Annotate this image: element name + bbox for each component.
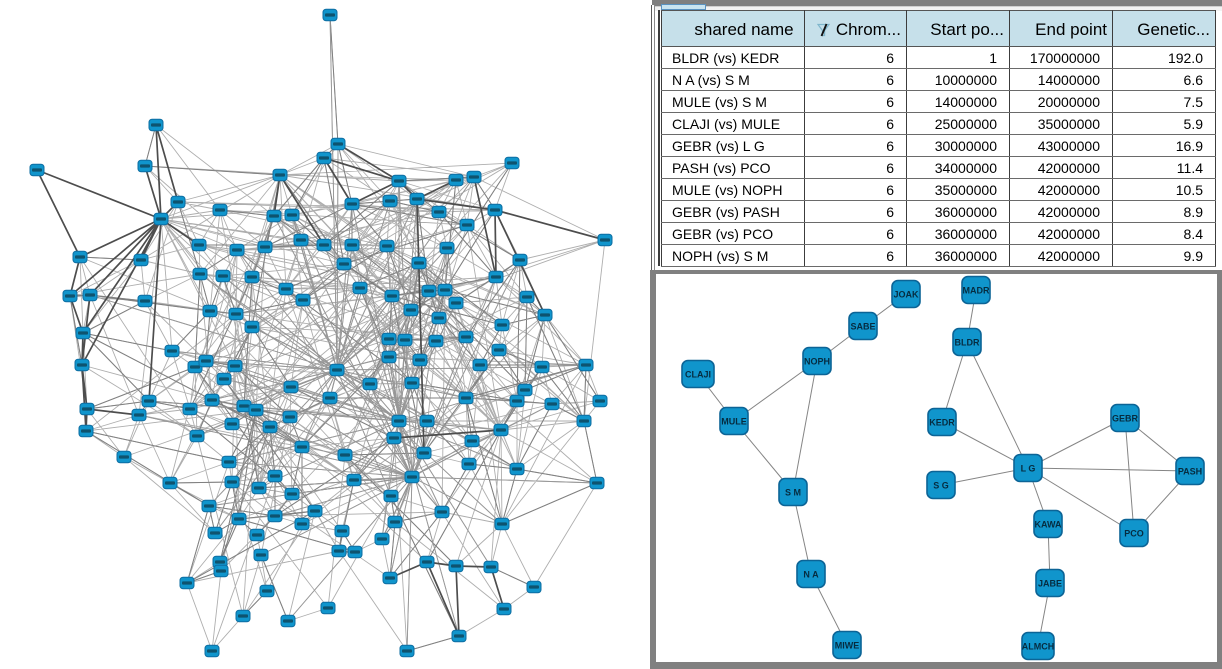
svg-text:CLAJI: CLAJI: [685, 370, 711, 380]
svg-text:MIWE: MIWE: [835, 641, 860, 651]
svg-text:S G: S G: [933, 481, 949, 491]
svg-text:PCO: PCO: [1124, 529, 1144, 539]
svg-text:KEDR: KEDR: [929, 418, 955, 428]
svg-text:L G: L G: [1021, 464, 1036, 474]
svg-text:N A: N A: [803, 570, 819, 580]
svg-text:NOPH: NOPH: [804, 357, 830, 367]
svg-text:KAWA: KAWA: [1035, 520, 1063, 530]
svg-text:PASH: PASH: [1178, 467, 1202, 477]
svg-text:ALMCH: ALMCH: [1022, 642, 1055, 652]
svg-text:JABE: JABE: [1038, 579, 1062, 589]
svg-text:BLDR: BLDR: [955, 338, 980, 348]
svg-text:S M: S M: [785, 488, 801, 498]
svg-text:GEBR: GEBR: [1112, 414, 1139, 424]
svg-text:SABE: SABE: [850, 322, 875, 332]
svg-text:MULE: MULE: [721, 417, 747, 427]
svg-text:JOAK: JOAK: [893, 290, 919, 300]
svg-text:MADR: MADR: [963, 286, 990, 296]
